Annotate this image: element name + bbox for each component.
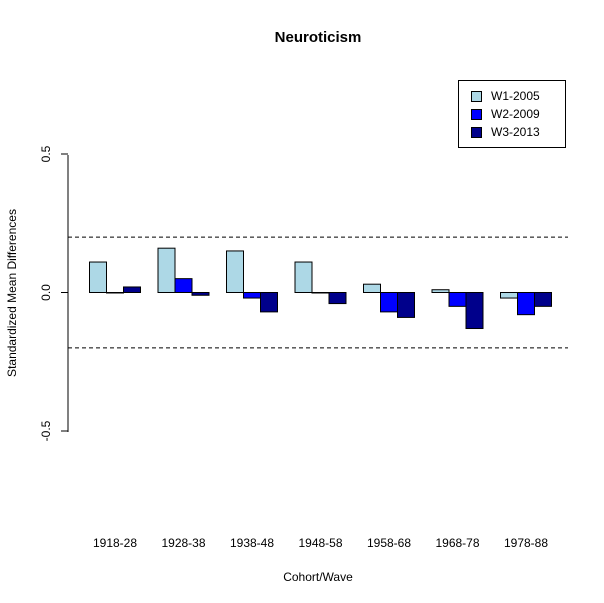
- bar-1928-38-W3-2013: [191, 292, 210, 296]
- y-tick-label: -0.5: [39, 420, 53, 441]
- y-tick-label: 0.0: [39, 284, 53, 301]
- legend-label-w3: W3-2013: [491, 125, 540, 139]
- x-tick-label: 1958-68: [367, 536, 411, 550]
- y-ticks: 0.5 0.0 -0.5: [39, 145, 68, 441]
- bar-1968-78-W2-2009: [448, 292, 467, 307]
- bar-1968-78-W1-2005: [431, 289, 450, 294]
- bar-1928-38-W2-2009: [174, 278, 193, 293]
- legend: W1-2005 W2-2009 W3-2013: [458, 80, 566, 148]
- y-tick-label: 0.5: [39, 145, 53, 162]
- bar-1938-48-W2-2009: [243, 292, 261, 299]
- legend-swatch-w3: [471, 126, 482, 138]
- bar-1918-28-W2-2009: [106, 292, 124, 294]
- bar-1928-38-W1-2005: [157, 247, 176, 293]
- bar-1978-88-W1-2005: [500, 292, 518, 299]
- legend-label-w2: W2-2009: [491, 107, 540, 121]
- x-tick-label: 1978-88: [504, 536, 548, 550]
- legend-item-w1: W1-2005: [471, 89, 540, 103]
- bar-1958-68-W1-2005: [363, 283, 381, 294]
- bar-1938-48-W3-2013: [260, 292, 278, 313]
- x-tick-labels: 1918-28 1928-38 1938-48 1948-58 1958-68 1968-…: [93, 536, 548, 550]
- x-tick-label: 1948-58: [298, 536, 342, 550]
- bar-1978-88-W3-2013: [534, 292, 552, 307]
- bars: [89, 247, 552, 330]
- x-axis-label: Cohort/Wave: [283, 570, 353, 584]
- bar-1918-28-W1-2005: [89, 261, 107, 293]
- legend-label-w1: W1-2005: [491, 89, 540, 103]
- bar-1958-68-W3-2013: [397, 292, 415, 318]
- x-tick-label: 1938-48: [230, 536, 274, 550]
- bar-1938-48-W1-2005: [226, 250, 244, 293]
- bar-1948-58-W2-2009: [311, 292, 330, 294]
- reference-lines: [68, 236, 568, 349]
- bar-1918-28-W3-2013: [123, 286, 141, 293]
- x-tick-label: 1968-78: [435, 536, 479, 550]
- legend-item-w2: W2-2009: [471, 107, 540, 121]
- legend-swatch-w2: [471, 108, 482, 120]
- x-tick-label: 1928-38: [161, 536, 205, 550]
- bar-1948-58-W1-2005: [294, 261, 313, 293]
- bar-1978-88-W2-2009: [517, 292, 535, 316]
- legend-item-w3: W3-2013: [471, 125, 540, 139]
- legend-swatch-w1: [471, 90, 482, 102]
- chart-title: Neuroticism: [275, 29, 362, 46]
- x-tick-label: 1918-28: [93, 536, 137, 550]
- bar-1948-58-W3-2013: [328, 292, 347, 305]
- y-axis-label: Standardized Mean Differences: [5, 209, 19, 377]
- bar-1968-78-W3-2013: [465, 292, 484, 330]
- bar-1958-68-W2-2009: [380, 292, 398, 313]
